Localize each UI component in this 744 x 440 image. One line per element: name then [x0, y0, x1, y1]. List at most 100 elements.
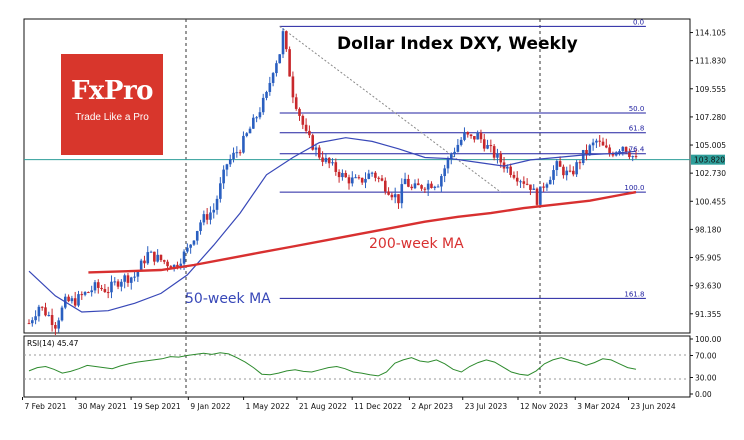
- main-panel-frame: [23, 18, 691, 334]
- candle-body: [298, 108, 301, 116]
- price-tick-label: 95.905: [695, 254, 721, 263]
- candle-body: [413, 183, 417, 189]
- candle-body: [354, 177, 357, 179]
- candle-body: [205, 214, 209, 220]
- candle-body: [245, 133, 249, 136]
- candle-body: [285, 31, 288, 50]
- candle-body: [416, 183, 420, 186]
- price-tick-label: 98.180: [695, 225, 721, 234]
- candle-body: [100, 287, 103, 290]
- candle-body: [129, 277, 133, 283]
- candle-body: [426, 183, 430, 190]
- candle-body: [162, 260, 166, 262]
- candle-body: [311, 135, 315, 150]
- candle-body: [278, 54, 282, 64]
- candle-body: [614, 152, 618, 156]
- candle-body: [515, 177, 519, 182]
- candle-body: [588, 145, 592, 154]
- candle-body: [367, 173, 371, 179]
- candle-body: [624, 146, 628, 153]
- candle-body: [532, 188, 536, 190]
- candle-body: [489, 145, 493, 147]
- candle-body: [294, 97, 298, 109]
- logo-tagline: Trade Like a Pro: [75, 112, 149, 123]
- candle-body: [103, 289, 107, 293]
- candle-body: [548, 179, 552, 185]
- price-tick-label: 93.630: [695, 282, 721, 291]
- candle-body: [492, 146, 496, 158]
- candle-body: [334, 162, 338, 172]
- candle-body: [380, 178, 384, 181]
- candle-body: [512, 174, 516, 178]
- rsi-panel-frame: [23, 335, 691, 398]
- rsi-tick-label: 70.00: [695, 352, 717, 361]
- candle-body: [242, 135, 245, 153]
- candle-body: [120, 281, 123, 287]
- candle-body: [476, 132, 479, 140]
- candle-body: [420, 185, 423, 189]
- candle-body: [628, 152, 631, 158]
- candle-body: [486, 145, 489, 149]
- candle-body: [578, 162, 582, 164]
- fxpro-logo: FxPro Trade Like a Pro: [61, 54, 163, 155]
- fib-level-label: 76.4: [629, 146, 645, 154]
- price-tick-label: 91.355: [695, 310, 721, 319]
- candle-body: [506, 166, 509, 169]
- candles: [27, 28, 638, 336]
- candle-body: [209, 212, 212, 220]
- candle-body: [195, 231, 199, 241]
- candle-body: [189, 244, 192, 248]
- candle-body: [522, 181, 526, 184]
- candle-body: [542, 186, 545, 188]
- candle-body: [139, 260, 143, 271]
- candle-body: [116, 281, 120, 287]
- candle-body: [166, 261, 169, 267]
- candle-body: [393, 194, 397, 198]
- time-tick-label: 21 Aug 2022: [299, 402, 347, 411]
- time-tick-label: 3 Mar 2024: [577, 402, 620, 411]
- candle-body: [228, 159, 232, 165]
- candle-body: [199, 222, 202, 232]
- candle-body: [397, 194, 400, 204]
- candle-body: [337, 171, 341, 178]
- candle-body: [202, 214, 206, 223]
- candle-body: [133, 276, 136, 278]
- candle-body: [314, 147, 318, 150]
- candle-body: [255, 117, 258, 119]
- candle-body: [192, 240, 196, 245]
- candle-body: [73, 298, 77, 306]
- candle-body: [479, 132, 483, 140]
- candle-body: [595, 140, 598, 143]
- candle-body: [605, 145, 608, 148]
- candle-body: [265, 91, 268, 98]
- candle-body: [446, 158, 450, 169]
- candle-body: [360, 177, 364, 183]
- candle-body: [350, 177, 354, 184]
- candle-body: [473, 136, 476, 140]
- price-tick-label: 114.105: [695, 29, 726, 38]
- candle-body: [30, 320, 34, 324]
- candle-body: [598, 140, 602, 142]
- candle-body: [364, 178, 367, 183]
- candle-body: [110, 281, 113, 293]
- candle-body: [539, 186, 542, 205]
- candle-body: [304, 124, 308, 131]
- candle-body: [453, 151, 456, 155]
- fib-level-label: 161.8: [624, 290, 644, 298]
- candle-body: [463, 132, 466, 140]
- candle-body: [54, 325, 57, 329]
- candle-body: [252, 117, 255, 129]
- candle-body: [482, 139, 486, 149]
- candle-body: [509, 166, 512, 175]
- fib-level-label: 50.0: [629, 105, 645, 113]
- price-tick-label: 111.830: [695, 57, 726, 66]
- candle-body: [34, 316, 37, 321]
- candle-body: [529, 184, 532, 190]
- ma200-line: [88, 190, 637, 274]
- candle-body: [232, 152, 235, 160]
- candle-body: [469, 134, 473, 137]
- candle-body: [308, 130, 311, 136]
- current-price-tag: [691, 154, 725, 165]
- candle-body: [370, 172, 374, 174]
- price-tick-label: 100.455: [695, 197, 726, 206]
